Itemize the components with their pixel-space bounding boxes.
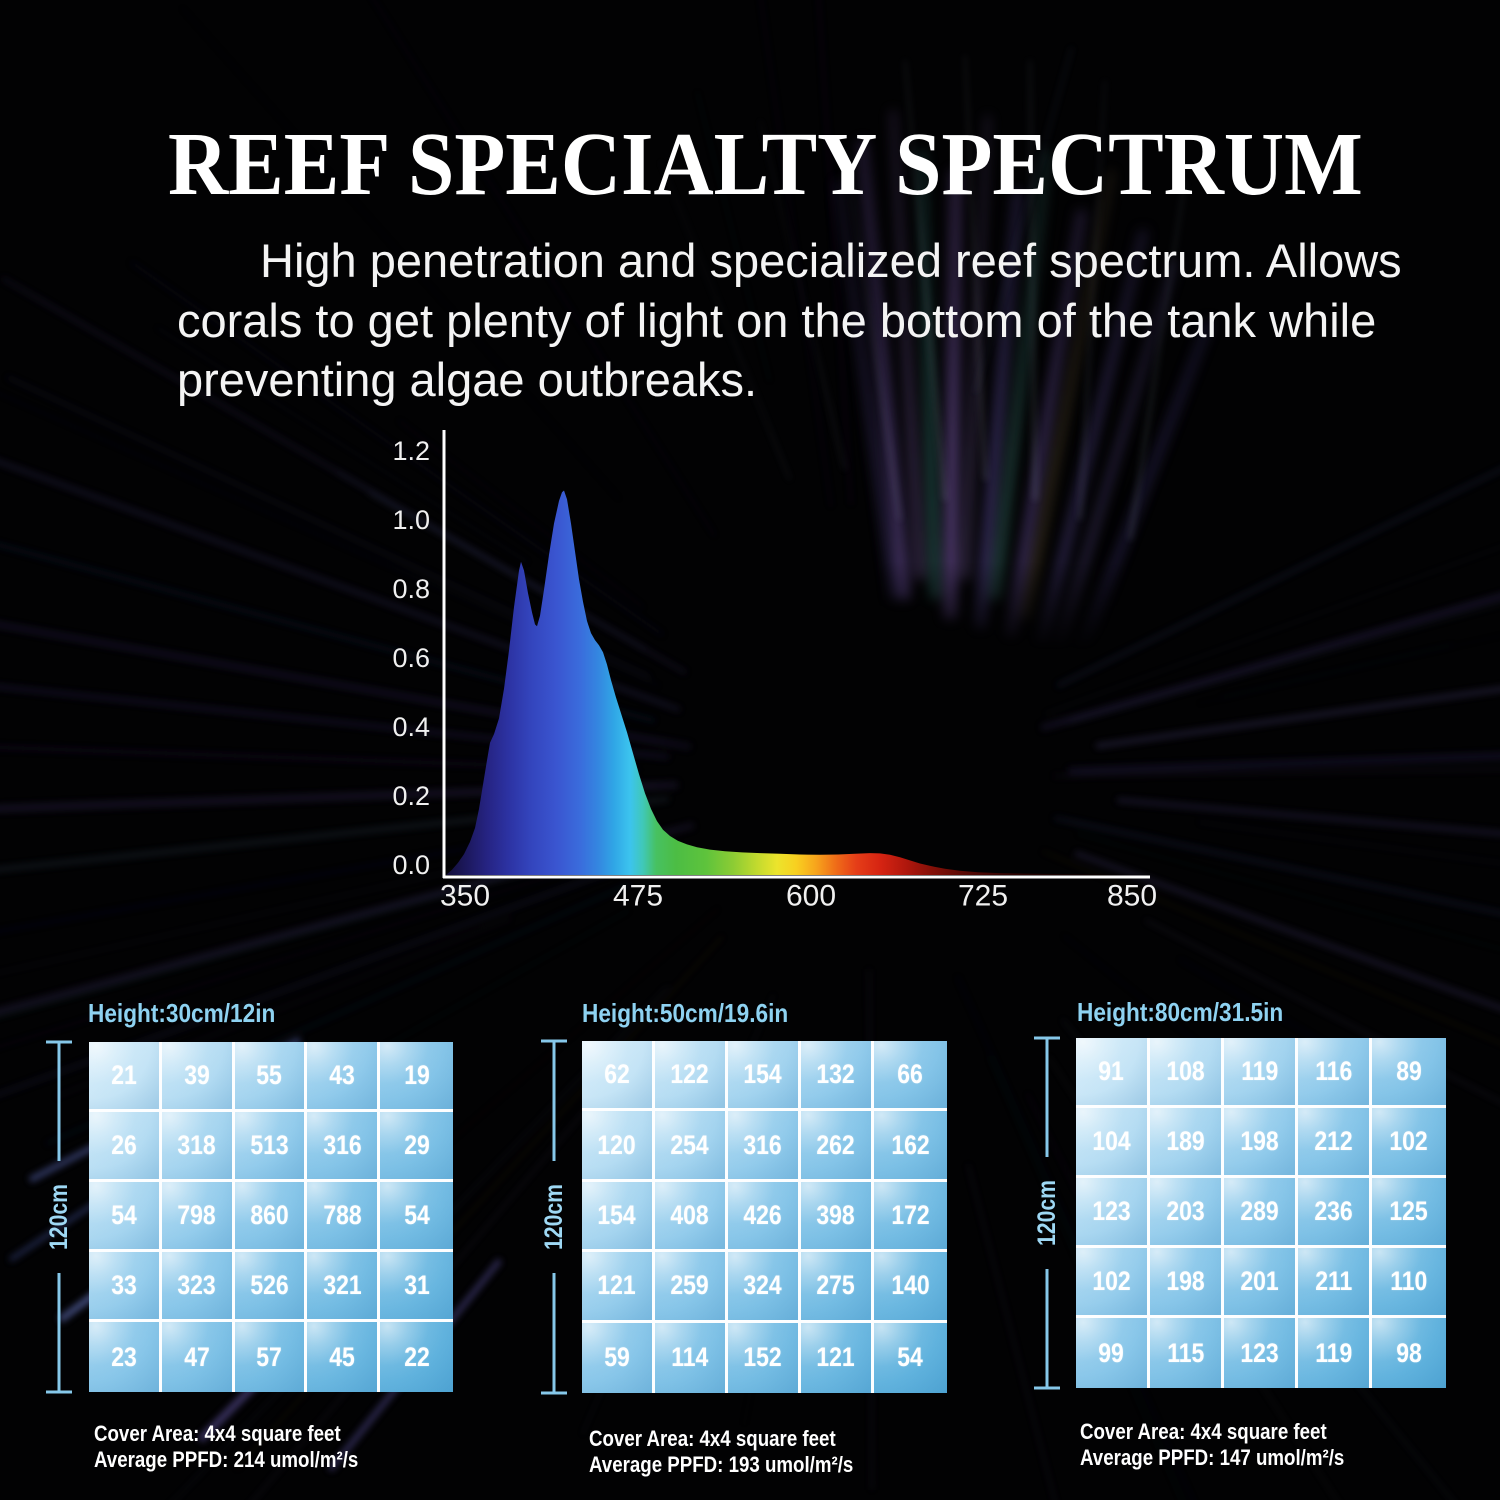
svg-text:600: 600 xyxy=(786,880,836,913)
svg-text:850: 850 xyxy=(1107,880,1157,913)
svg-text:120cm: 120cm xyxy=(540,1184,568,1250)
svg-text:350: 350 xyxy=(440,880,490,913)
svg-text:0.8: 0.8 xyxy=(392,574,430,604)
svg-text:0.2: 0.2 xyxy=(392,781,430,811)
svg-text:1.2: 1.2 xyxy=(392,436,430,466)
svg-text:0.0: 0.0 xyxy=(392,850,430,880)
svg-text:120cm: 120cm xyxy=(1033,1180,1061,1246)
svg-text:0.4: 0.4 xyxy=(392,712,430,742)
svg-text:475: 475 xyxy=(613,880,663,913)
svg-text:0.6: 0.6 xyxy=(392,643,430,673)
svg-text:725: 725 xyxy=(958,880,1008,913)
svg-text:1.0: 1.0 xyxy=(392,505,430,535)
svg-text:120cm: 120cm xyxy=(45,1184,73,1250)
